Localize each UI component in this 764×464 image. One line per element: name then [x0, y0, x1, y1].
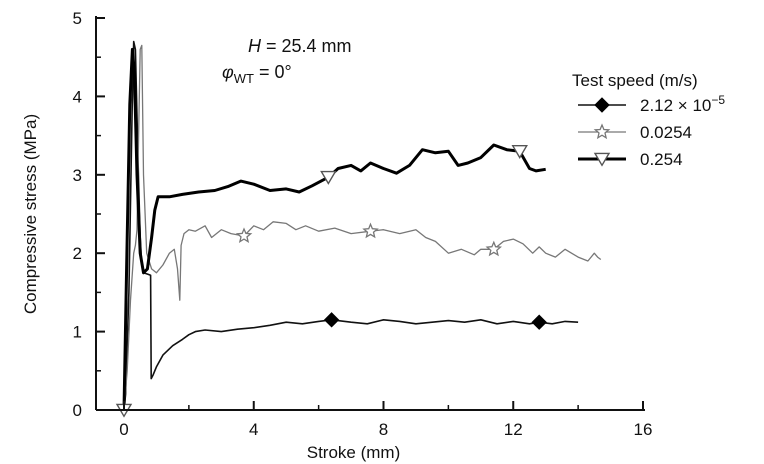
x-tick-label: 16 [634, 420, 653, 439]
y-tick-label: 3 [73, 166, 82, 185]
x-tick-label: 12 [504, 420, 523, 439]
data-point-diamond [594, 97, 610, 113]
data-point-diamond [531, 314, 547, 330]
plot-area [115, 40, 602, 418]
x-tick-label: 0 [119, 420, 128, 439]
y-tick-label: 0 [73, 401, 82, 420]
legend-item: 0.0254 [578, 123, 692, 142]
data-point-star [362, 222, 379, 239]
legend: Test speed (m/s) 2.12 × 10−5 0.0254 0.254 [572, 71, 725, 169]
x-axis-title: Stroke (mm) [307, 443, 401, 462]
y-tick-label: 2 [73, 244, 82, 263]
y-axis-title: Compressive stress (MPa) [21, 114, 40, 314]
data-point-star [593, 123, 611, 140]
y-tick-label: 5 [73, 9, 82, 28]
legend-superscript: −5 [711, 93, 725, 107]
legend-label: 0.254 [640, 150, 683, 169]
x-tick-label: 4 [249, 420, 258, 439]
legend-item: 2.12 × 10−5 [578, 93, 725, 115]
data-point-triangle [593, 152, 611, 167]
x-tick-label: 8 [379, 420, 388, 439]
data-point-triangle [511, 144, 528, 159]
series-2 [123, 44, 602, 411]
legend-item: 0.254 [578, 150, 683, 169]
data-point-star [485, 240, 502, 257]
data-point-star [235, 227, 253, 243]
series-line [123, 44, 602, 411]
y-tick-label: 4 [73, 87, 82, 106]
legend-title: Test speed (m/s) [572, 71, 698, 90]
y-tick-label: 1 [73, 323, 82, 342]
annotation-angle: φWT = 0° [222, 62, 292, 86]
data-point-diamond [323, 312, 340, 328]
series-3 [115, 47, 546, 418]
angle-subscript: WT [234, 71, 254, 86]
legend-label: 0.0254 [640, 123, 692, 142]
angle-symbol: φ [222, 62, 234, 82]
height-value: = 25.4 mm [261, 36, 352, 56]
series-line [122, 47, 546, 411]
legend-label: 2.12 × 10−5 [640, 93, 725, 115]
annotation-height: H = 25.4 mm [248, 36, 352, 56]
data-point-triangle [320, 170, 337, 185]
series-line [123, 40, 579, 411]
height-symbol: H [248, 36, 262, 56]
series-1 [123, 40, 579, 411]
angle-value: = 0° [254, 62, 292, 82]
